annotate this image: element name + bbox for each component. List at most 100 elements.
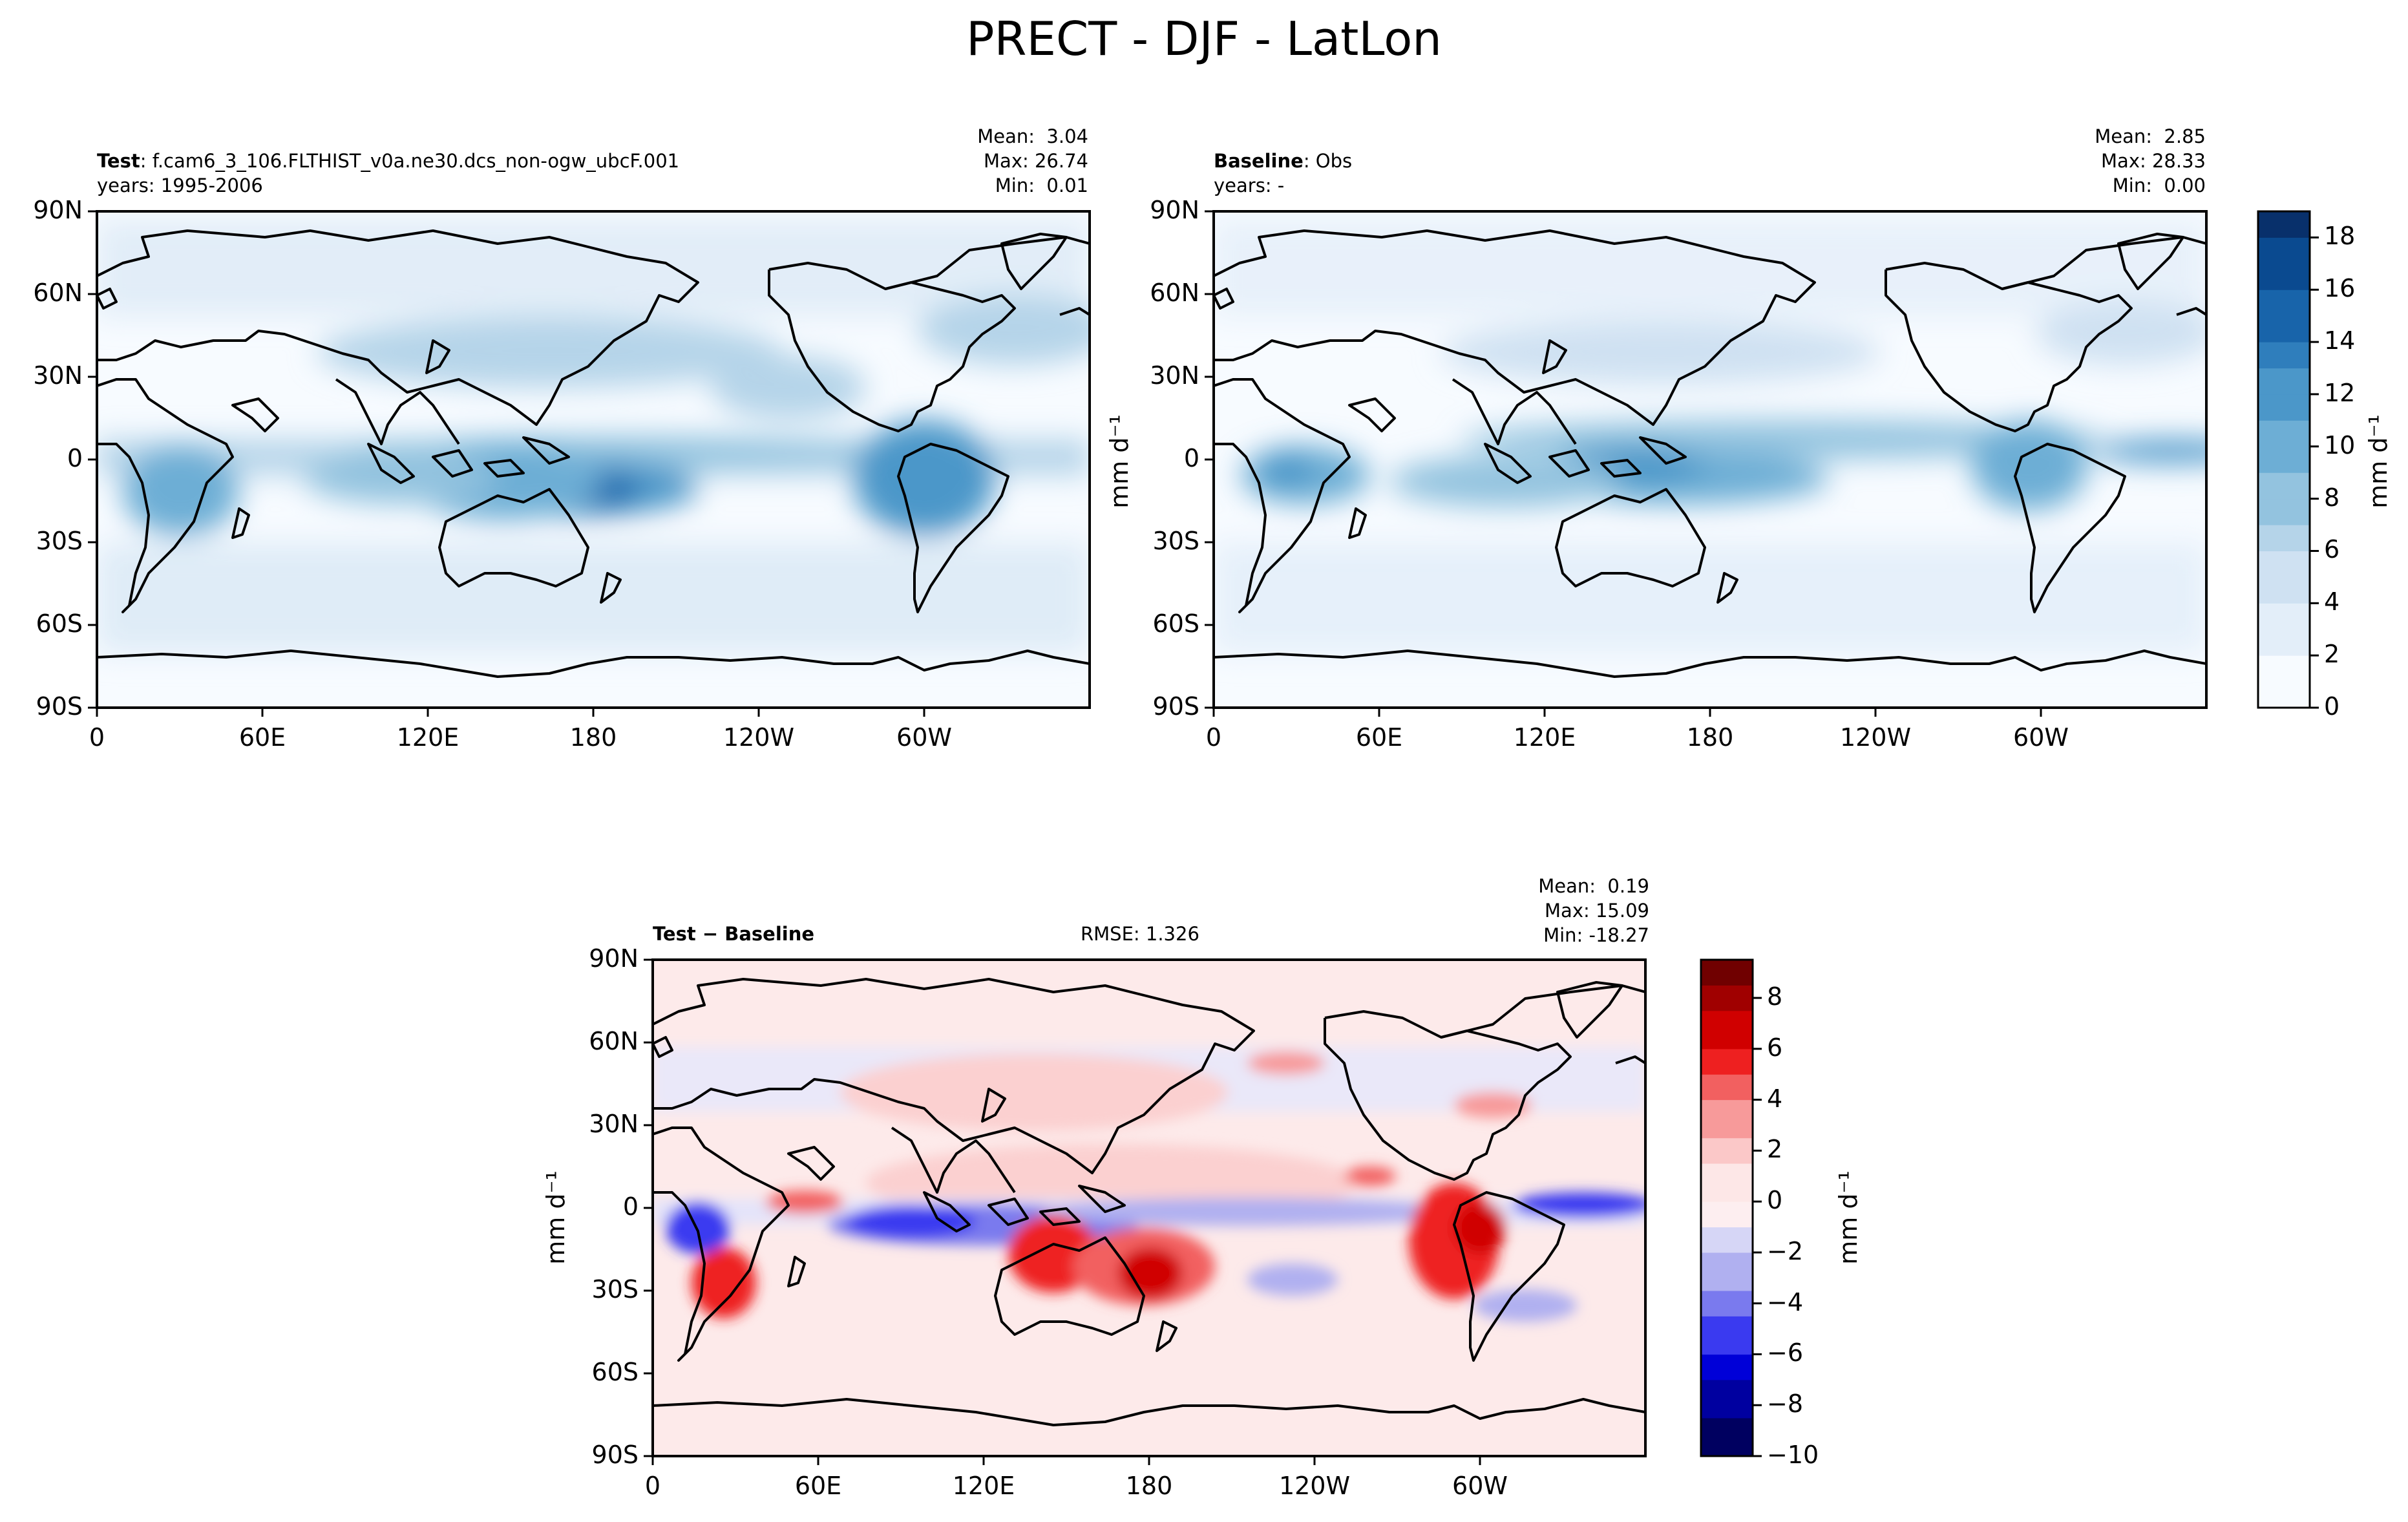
- test-label-text: : f.cam6_3_106.FLTHIST_v0a.ne30.dcs_non-…: [140, 150, 680, 172]
- diff-mean: Mean: 0.19: [1538, 875, 1649, 897]
- baseline-ytick-label: 30S: [1152, 527, 1199, 555]
- div-colorbar-band: [1701, 1316, 1753, 1329]
- div-colorbar-band: [1701, 1443, 1753, 1457]
- div-colorbar-band: [1701, 960, 1753, 973]
- seq-colorbar-tick-label: 2: [2324, 640, 2340, 669]
- test-ytick-label: 30S: [36, 527, 83, 555]
- div-colorbar-band: [1701, 1405, 1753, 1419]
- test-field: [97, 211, 1090, 708]
- div-colorbar-tick-label: −10: [1767, 1441, 1819, 1469]
- baseline-xtick-label: 0: [1205, 723, 1222, 752]
- seq-colorbar-band: [2258, 446, 2310, 473]
- seq-colorbar-tick-label: 18: [2324, 222, 2356, 251]
- test-header: Test: f.cam6_3_106.FLTHIST_v0a.ne30.dcs_…: [97, 149, 679, 173]
- diff-min: Min: -18.27: [1543, 924, 1649, 946]
- test-mean: Mean: 3.04: [977, 125, 1088, 147]
- seq-colorbar-band: [2258, 237, 2310, 264]
- diff-xtick-label: 60W: [1452, 1472, 1508, 1500]
- seq-colorbar-band: [2258, 263, 2310, 290]
- diff-anomaly-blobs: [653, 1047, 1645, 1322]
- div-colorbar-band: [1701, 1265, 1753, 1278]
- seq-colorbar-tick-label: 4: [2324, 587, 2340, 617]
- baseline-xtick-label: 60W: [2013, 723, 2069, 752]
- baseline-min: Min: 0.00: [2112, 174, 2206, 196]
- baseline-map: [1212, 210, 2208, 709]
- test-years: years: 1995-2006: [97, 174, 263, 196]
- test-xtick-label: 120E: [396, 723, 459, 752]
- baseline-ytick-label: 90S: [1152, 692, 1199, 721]
- div-colorbar-band: [1701, 1189, 1753, 1202]
- seq-colorbar-tick-label: 16: [2324, 274, 2356, 303]
- diff-xtick-label: 0: [644, 1472, 661, 1500]
- diff-ytick-label: 60N: [589, 1027, 639, 1055]
- diff-xtick-label: 120W: [1278, 1472, 1351, 1500]
- test-ytick-label: 60N: [33, 279, 83, 307]
- axis-tick-marks: [88, 210, 2042, 1465]
- baseline-xtick-label: 120W: [1839, 723, 1912, 752]
- div-colorbar-band: [1701, 1112, 1753, 1126]
- seq-colorbar-band: [2258, 551, 2310, 578]
- diff-stats: Mean: 0.19 Max: 15.09 Min: -18.27: [1538, 874, 1649, 947]
- baseline-xtick-label: 120E: [1513, 723, 1576, 752]
- seq-colorbar-frame: [2257, 210, 2311, 709]
- div-colorbar-band: [1701, 1278, 1753, 1291]
- div-colorbar-band: [1701, 1227, 1753, 1240]
- div-colorbar-tick-label: −4: [1767, 1287, 1804, 1316]
- diff-ytick-label: 30N: [589, 1110, 639, 1138]
- diff-map: [651, 958, 1647, 1457]
- diff-rmse: RMSE: 1.326: [1081, 923, 1199, 945]
- sequential-colorbar: [2257, 210, 2319, 709]
- seq-colorbar-band: [2258, 525, 2310, 551]
- test-ytick-label: 30N: [33, 361, 83, 390]
- div-colorbar-band: [1701, 1240, 1753, 1253]
- seq-colorbar-band: [2258, 290, 2310, 317]
- diff-ytick-label: 90S: [591, 1441, 639, 1469]
- figure-title: PRECT - DJF - LatLon: [966, 12, 1442, 66]
- diff-label-bold: Test − Baseline: [653, 923, 815, 945]
- div-colorbar-band: [1701, 1417, 1753, 1432]
- div-colorbar-band: [1701, 1036, 1753, 1050]
- div-colorbar-band: [1701, 1010, 1753, 1024]
- div-colorbar-band: [1701, 1379, 1753, 1393]
- seq-colorbar-tick-label: 0: [2324, 692, 2340, 721]
- div-colorbar-tick-label: −2: [1767, 1236, 1804, 1265]
- baseline-years: years: -: [1214, 174, 1285, 196]
- seq-colorbar-band: [2258, 211, 2310, 238]
- diff-field: [653, 960, 1645, 1456]
- seq-colorbar-band: [2258, 498, 2310, 525]
- div-colorbar-band: [1701, 1023, 1753, 1037]
- div-colorbar-tick-label: 8: [1767, 982, 1783, 1011]
- div-colorbar-band: [1701, 1176, 1753, 1189]
- seq-colorbar-band: [2258, 681, 2310, 708]
- test-ytick-label: 60S: [36, 609, 83, 638]
- seq-colorbar-band: [2258, 576, 2310, 604]
- div-colorbar-band: [1701, 985, 1753, 999]
- test-xtick-label: 60E: [238, 723, 286, 752]
- div-colorbar-band: [1701, 1214, 1753, 1228]
- baseline-ytick-label: 60S: [1152, 609, 1199, 638]
- baseline-ytick-label: 90N: [1150, 196, 1199, 224]
- test-max: Max: 26.74: [984, 150, 1088, 172]
- div-colorbar-band: [1701, 1430, 1753, 1444]
- baseline-max: Max: 28.33: [2101, 150, 2206, 172]
- test-ytick-label: 0: [67, 444, 83, 472]
- seq-colorbar-band: [2258, 472, 2310, 500]
- div-colorbar-band: [1701, 972, 1753, 986]
- baseline-header: Baseline: Obs: [1214, 149, 1352, 173]
- baseline-label-text: : Obs: [1303, 150, 1353, 172]
- diff-xtick-label: 60E: [794, 1472, 842, 1500]
- seq-colorbar-band: [2258, 603, 2310, 630]
- seq-colorbar-band: [2258, 655, 2310, 682]
- baseline-ytick-label: 0: [1183, 444, 1199, 472]
- diff-xtick-label: 120E: [952, 1472, 1015, 1500]
- div-colorbar-tick-label: 0: [1767, 1186, 1783, 1215]
- test-precip-blobs: [97, 220, 1090, 653]
- diff-max: Max: 15.09: [1545, 900, 1649, 922]
- diff-ytick-label: 0: [622, 1192, 639, 1221]
- div-colorbar-band: [1701, 1252, 1753, 1266]
- seq-colorbar-band: [2258, 315, 2310, 343]
- test-label-bold: Test: [97, 150, 140, 172]
- div-colorbar-band: [1701, 1099, 1753, 1113]
- div-colorbar-band: [1701, 1061, 1753, 1075]
- baseline-stats: Mean: 2.85 Max: 28.33 Min: 0.00: [2095, 124, 2206, 198]
